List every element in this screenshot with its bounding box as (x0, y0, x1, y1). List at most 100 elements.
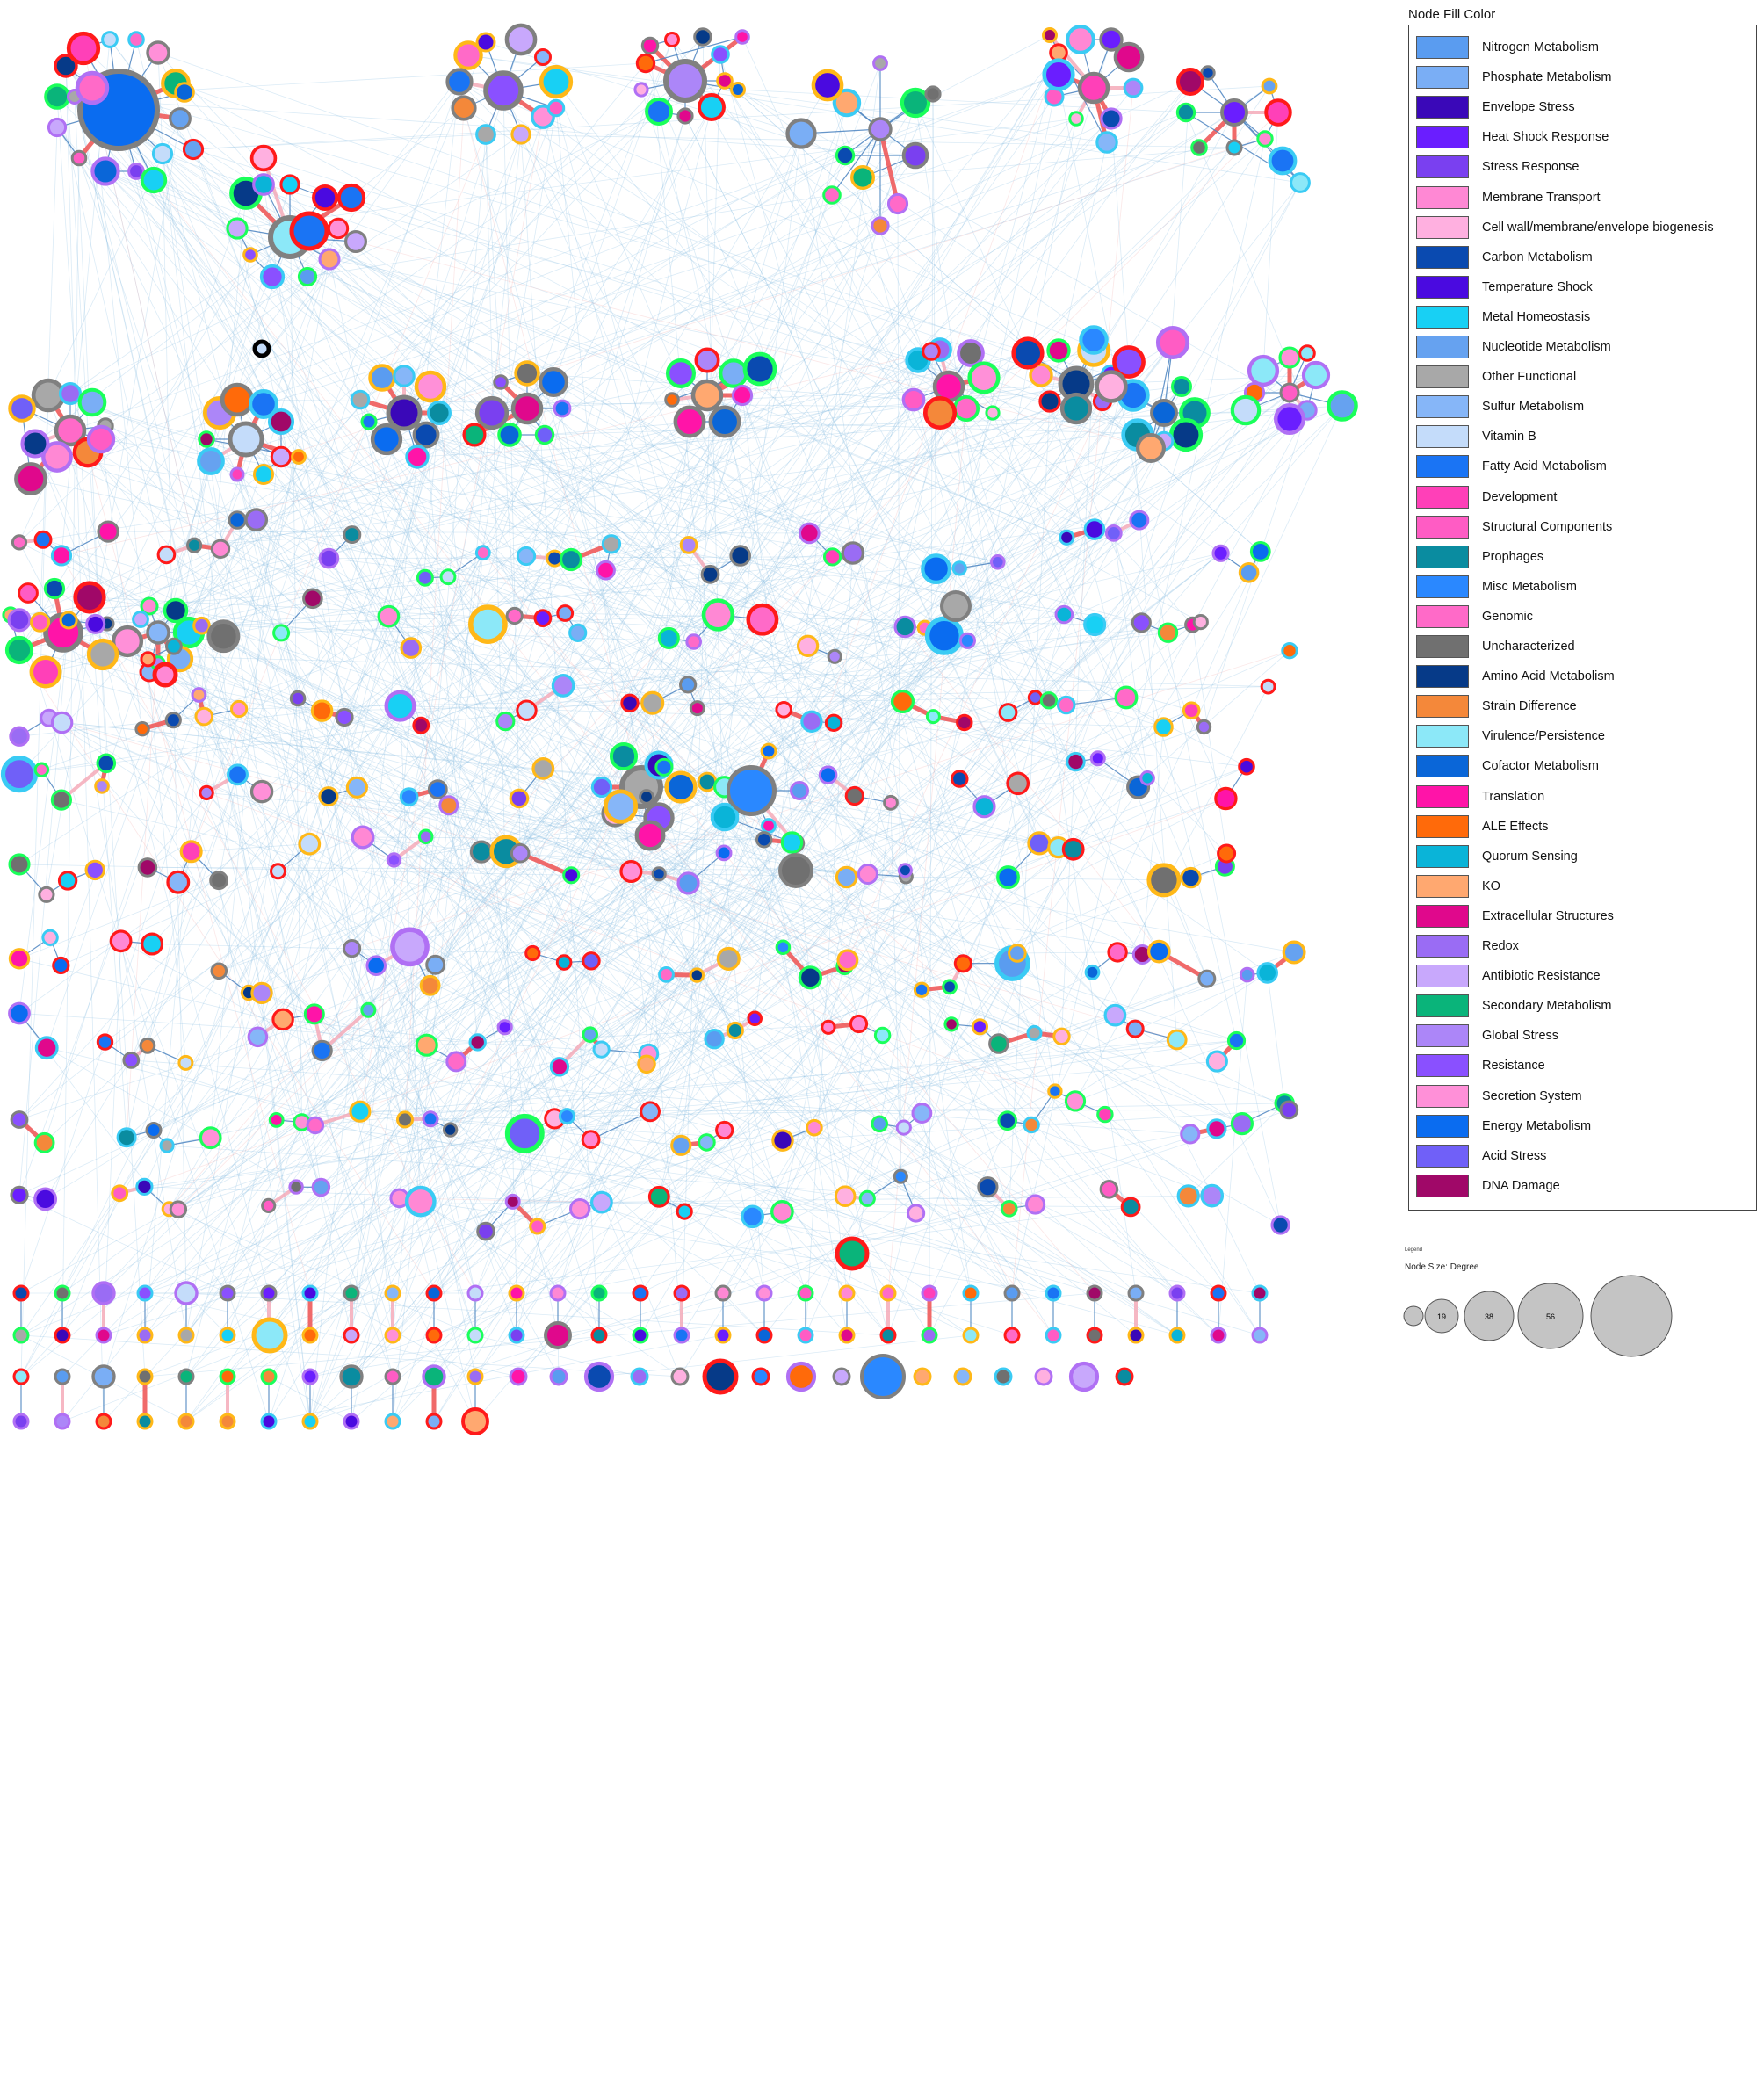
network-node (442, 1122, 459, 1138)
network-edge (65, 65, 146, 1377)
network-node (524, 944, 541, 962)
network-edge (169, 155, 916, 1210)
network-edge (722, 622, 1142, 1294)
network-edge (589, 727, 1164, 1036)
network-node (997, 1110, 1017, 1131)
network-edge (227, 412, 440, 1294)
network-edge (590, 650, 1290, 962)
network-node (111, 625, 144, 658)
network-edge (702, 36, 725, 853)
network-edge (45, 671, 847, 878)
network-edge (687, 359, 919, 685)
network-edge (166, 1017, 755, 1146)
network-edge (192, 134, 487, 150)
network-edge (645, 62, 1013, 964)
network-node (136, 1327, 154, 1344)
network-edge (309, 115, 686, 1422)
network-node (1059, 529, 1075, 546)
network-node (1155, 325, 1190, 360)
legend-label: Sulfur Metabolism (1482, 400, 1585, 415)
network-node (279, 174, 300, 195)
network-edge (219, 118, 1077, 414)
network-edge (210, 116, 544, 1139)
network-node (165, 637, 183, 655)
network-edge (263, 184, 364, 838)
size-legend-circle (1424, 1298, 1459, 1334)
network-edge (681, 783, 1019, 1336)
size-legend-title: Node Size: Degree (1405, 1262, 1479, 1272)
network-edge (481, 851, 555, 1119)
network-edge (280, 633, 506, 1028)
network-node (508, 1284, 525, 1302)
network-node (416, 568, 434, 587)
network-node (952, 394, 980, 423)
network-node (298, 832, 322, 856)
network-node (835, 865, 858, 889)
network-node (405, 445, 430, 469)
legend-swatch (1416, 515, 1469, 539)
legend-swatch (1416, 545, 1469, 568)
network-edge (722, 182, 1301, 1294)
network-node (868, 117, 893, 141)
network-node (360, 413, 378, 430)
network-edge (362, 836, 481, 853)
network-edge (101, 236, 291, 787)
network-node (734, 29, 750, 45)
network-edge (236, 519, 682, 788)
legend-swatch (1416, 96, 1469, 119)
network-edge (185, 342, 1174, 1377)
network-edge (74, 96, 906, 627)
network-node (953, 954, 973, 973)
network-node (746, 603, 779, 636)
network-edge (359, 399, 736, 1031)
network-node (86, 638, 119, 671)
network-edge (56, 96, 1219, 1294)
network-node (270, 445, 293, 468)
network-edge (433, 1206, 1131, 1294)
network-node (1220, 98, 1248, 127)
network-node (31, 378, 66, 413)
network-edge (18, 359, 708, 1120)
network-edge (177, 1209, 476, 1377)
network-node (1168, 1284, 1186, 1302)
network-node (466, 1284, 484, 1302)
network-edge (553, 558, 1013, 1294)
network-edge (297, 456, 418, 699)
network-edge (482, 552, 903, 702)
network-edge (697, 519, 1139, 709)
network-node (693, 27, 712, 47)
network-node (1107, 942, 1128, 963)
network-node (75, 70, 110, 105)
network-node (41, 441, 73, 473)
network-node (958, 632, 977, 649)
network-node (85, 613, 106, 634)
network-edge (89, 596, 270, 1294)
network-edge (555, 107, 649, 1054)
network-node (365, 955, 387, 976)
network-node (857, 864, 878, 885)
legend-swatch (1416, 935, 1469, 958)
network-node (921, 1284, 938, 1302)
network-node (664, 392, 680, 408)
network-node (1210, 1327, 1227, 1344)
network-edge (46, 1047, 297, 1188)
network-node (336, 183, 366, 213)
network-node (318, 248, 341, 271)
network-edge (718, 52, 1059, 616)
network-edge (517, 1027, 829, 1377)
network-edge (1048, 700, 1137, 1294)
network-edge (61, 555, 476, 1294)
network-edge (61, 722, 602, 1050)
network-node (1047, 1083, 1063, 1099)
network-edge (61, 157, 80, 1336)
network-edge (56, 127, 647, 1065)
network-edge (420, 965, 845, 1202)
network-edge (148, 352, 1029, 607)
network-node (306, 1116, 325, 1135)
network-node (344, 230, 368, 254)
legend-swatch (1416, 155, 1469, 179)
legend-swatch (1416, 365, 1469, 389)
network-node (1225, 139, 1243, 156)
network-node (1113, 41, 1145, 73)
network-edge (179, 658, 431, 1120)
